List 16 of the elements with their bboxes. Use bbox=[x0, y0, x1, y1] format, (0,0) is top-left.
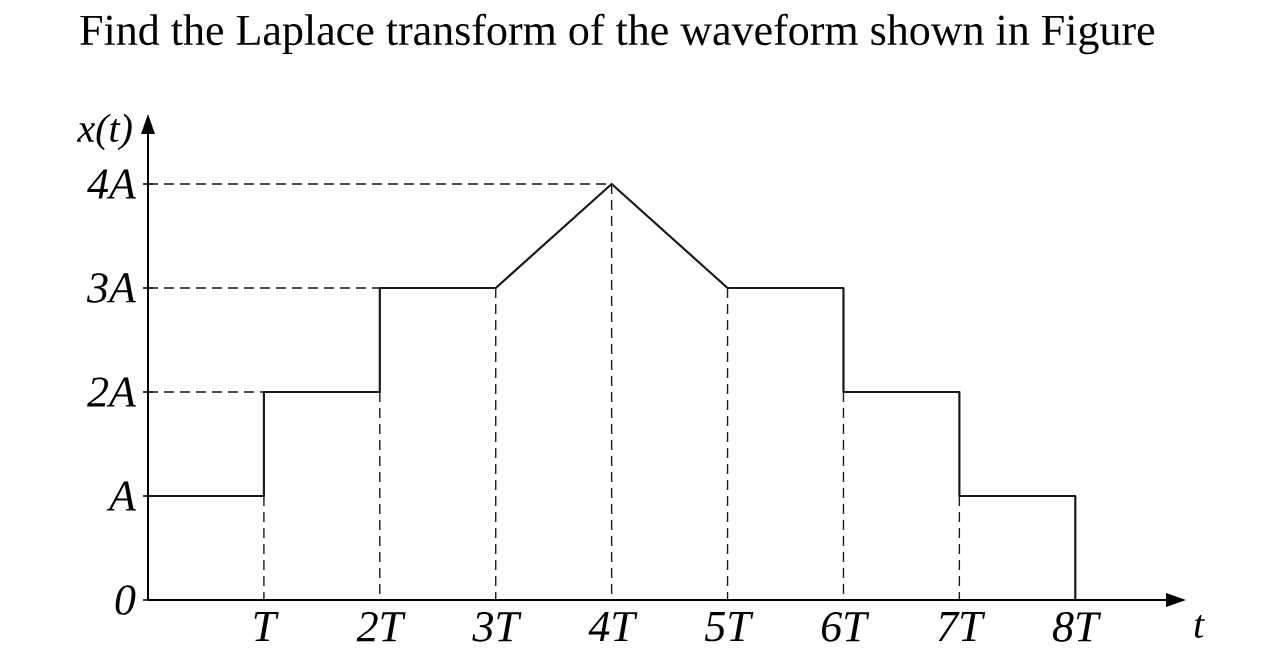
x-tick-label: 5T bbox=[705, 612, 754, 642]
x-tick-label: T bbox=[254, 612, 279, 641]
y-tick-label: 0 bbox=[115, 585, 136, 615]
y-tick-label: 2A bbox=[87, 377, 137, 407]
x-tick-label: 2T bbox=[356, 612, 406, 642]
chart-title: Find the Laplace transform of the waveform shown in Figure bbox=[80, 13, 1155, 55]
x-tick-label: 8T bbox=[1052, 612, 1102, 642]
x-tick-label: 4T bbox=[588, 612, 638, 642]
x-tick-label: 6T bbox=[822, 612, 870, 642]
y-tick-label: 3A bbox=[87, 273, 137, 303]
y-tick-label: 4A bbox=[87, 169, 137, 199]
y-tick-label: A bbox=[106, 481, 137, 511]
y-axis-title: x(t) bbox=[76, 113, 132, 151]
x-axis-title: t bbox=[1194, 615, 1205, 638]
x-tick-label: 7T bbox=[938, 612, 986, 641]
x-tick-label: 3T bbox=[472, 612, 522, 642]
